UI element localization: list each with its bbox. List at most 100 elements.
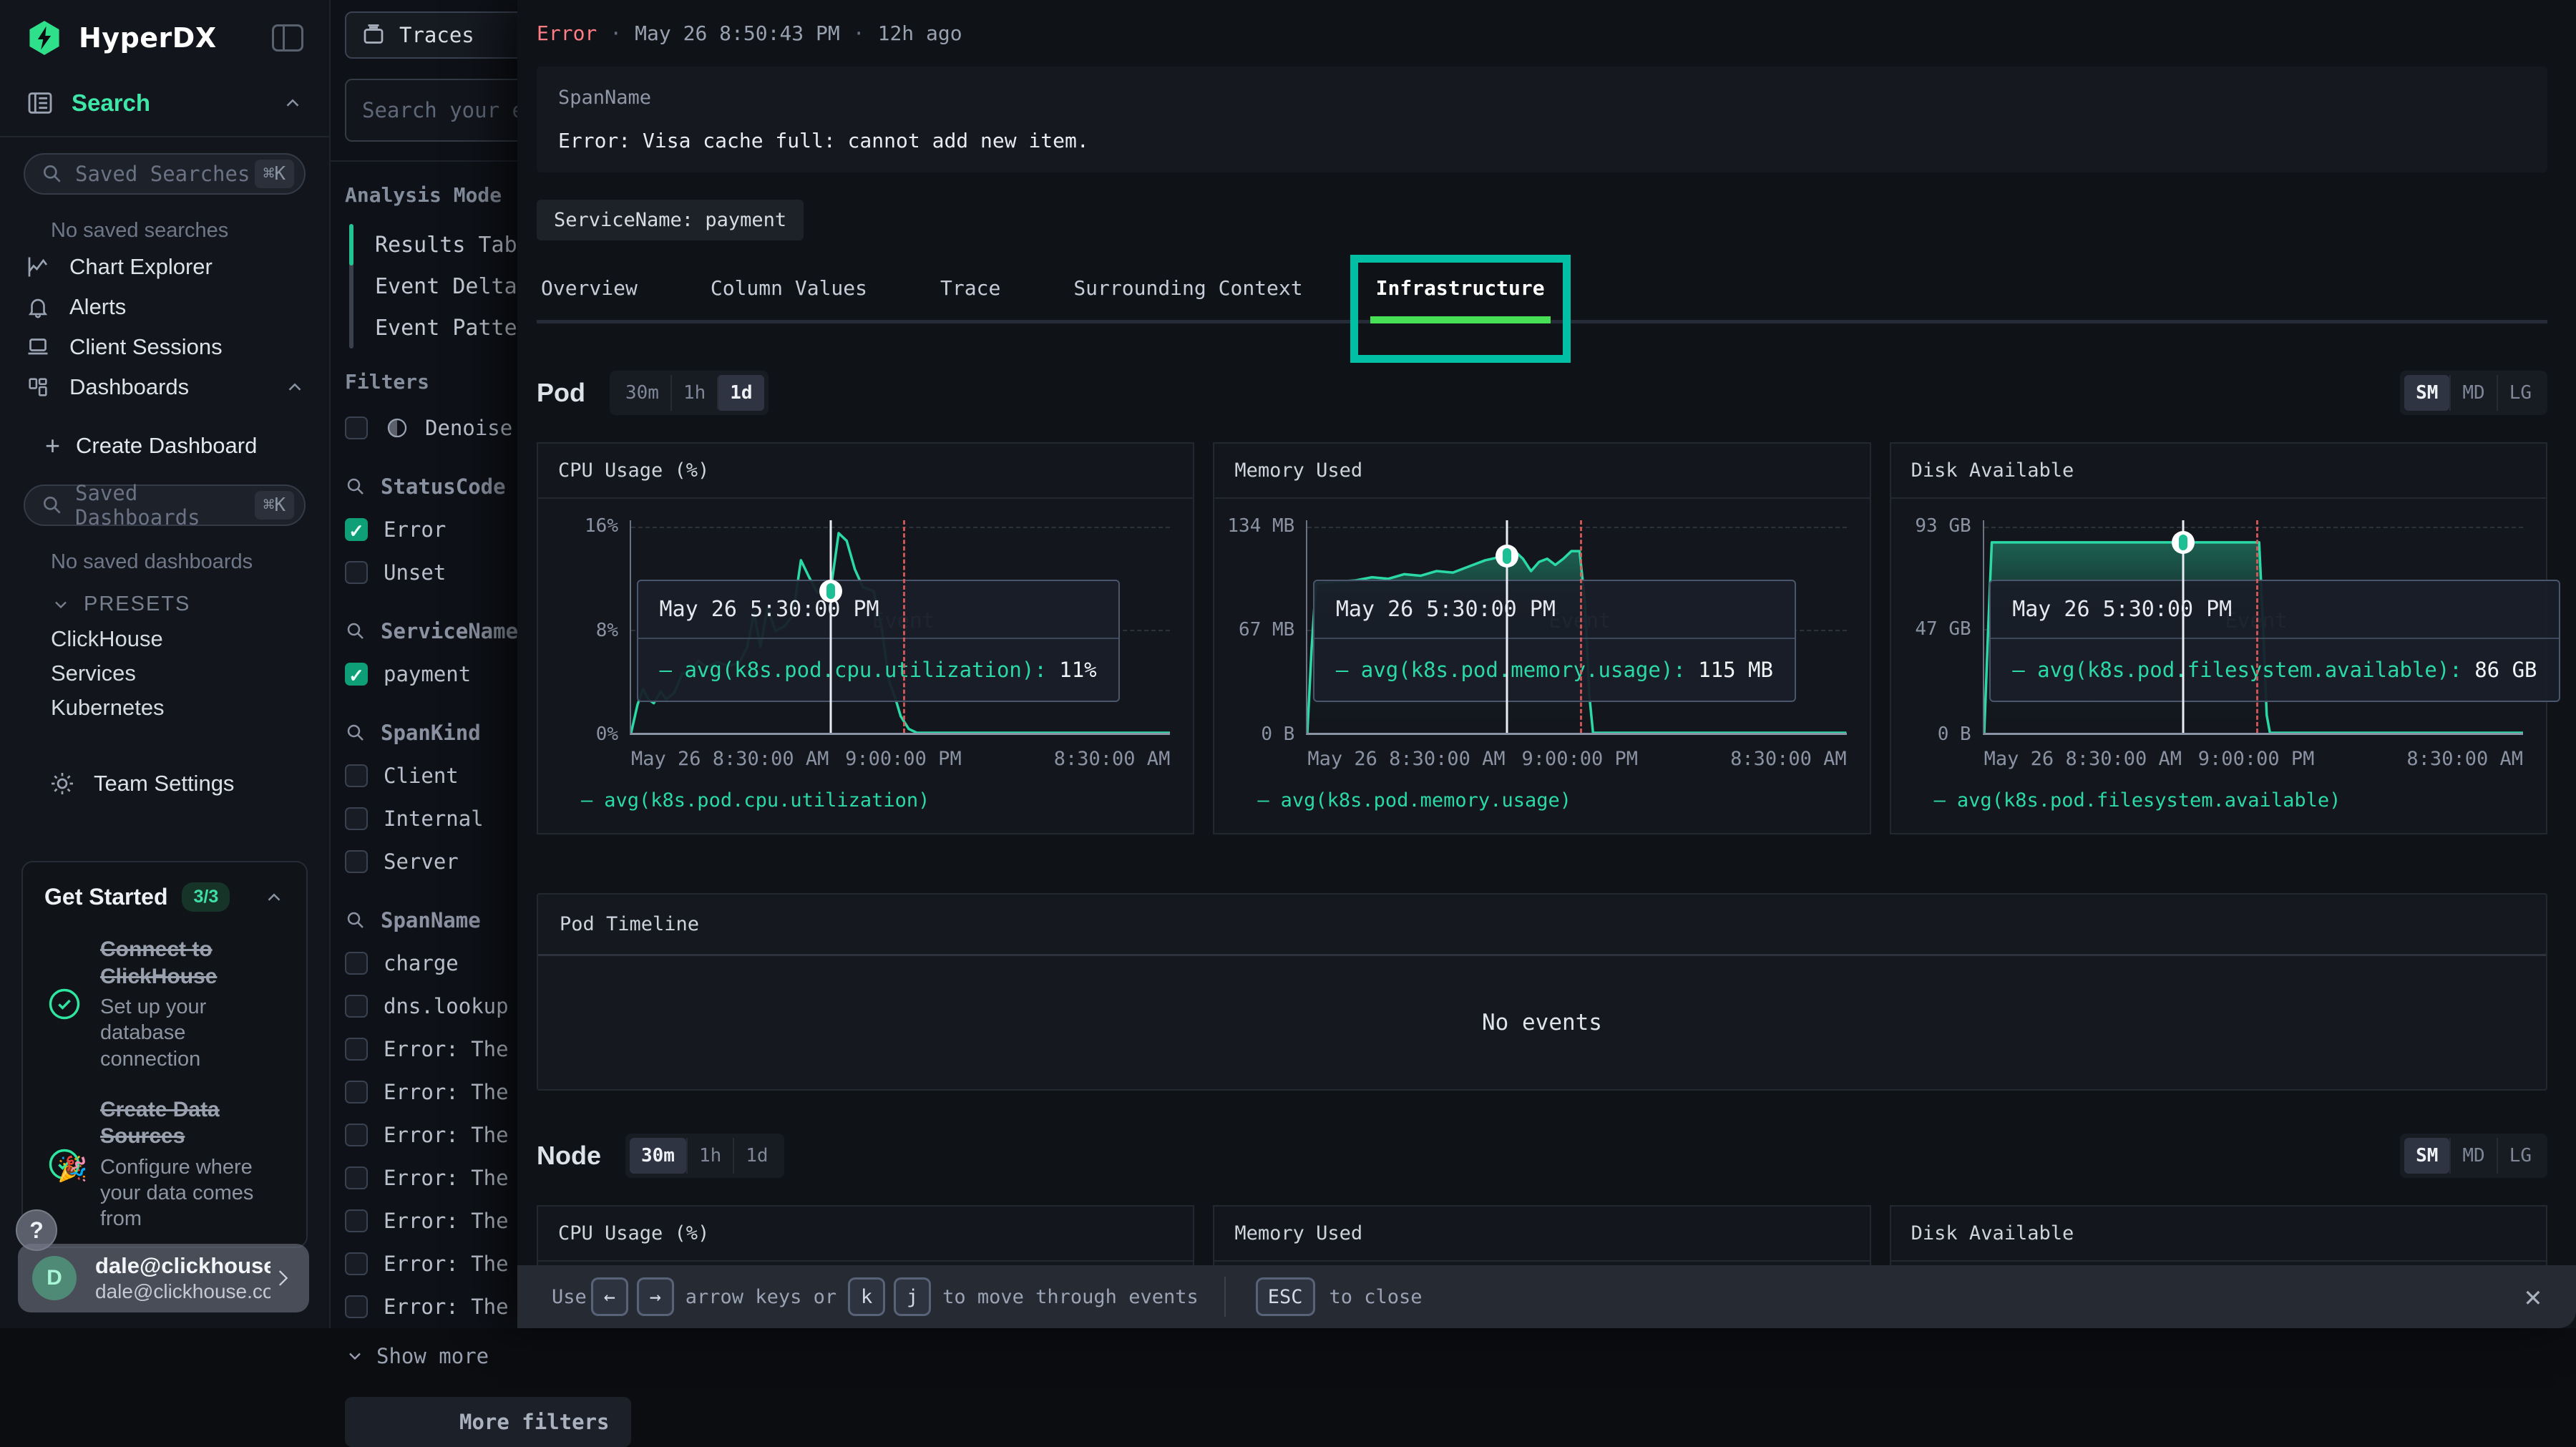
event-marker-line xyxy=(1580,520,1582,733)
service-name-chip[interactable]: ServiceName: payment xyxy=(537,200,804,240)
x-axis: May 26 8:30:00 AM9:00:00 PM8:30:00 AM xyxy=(1307,742,1846,775)
range-1d[interactable]: 1d xyxy=(717,375,763,411)
event-timestamp: May 26 8:50:43 PM xyxy=(635,21,840,45)
pod-section-title: Pod xyxy=(537,378,585,408)
active-tab-underline xyxy=(1370,316,1551,323)
sidebar-item-chart-explorer[interactable]: Chart Explorer xyxy=(24,247,306,287)
checkbox[interactable] xyxy=(345,1209,368,1232)
preset-services[interactable]: Services xyxy=(51,656,306,691)
tab-surrounding-context[interactable]: Surrounding Context xyxy=(1070,262,1305,320)
get-started-card: Get Started 3/3 Connect to ClickHouse Se… xyxy=(21,861,308,1248)
crosshair-line xyxy=(829,520,831,733)
hover-point-marker xyxy=(819,580,842,603)
profile-menu[interactable]: D dale@clickhouse.com dale@clickhouse.co… xyxy=(18,1244,309,1312)
range-1h[interactable]: 1h xyxy=(686,1138,733,1174)
chevron-up-icon[interactable] xyxy=(263,887,285,908)
pod-charts-row: CPU Usage (%) 16%8%0% May 26 5:30:00 PM … xyxy=(537,442,2547,834)
chart-title: Disk Available xyxy=(1891,1207,2546,1262)
size-md[interactable]: MD xyxy=(2449,1138,2496,1174)
chart-legend: —avg(k8s.pod.cpu.utilization) xyxy=(538,775,1193,833)
chart-tooltip: May 26 5:30:00 PM — avg(k8s.pod.cpu.util… xyxy=(637,580,1120,702)
saved-dashboards-input[interactable]: Saved Dashboards ⌘K xyxy=(24,484,306,526)
checkbox[interactable] xyxy=(345,1252,368,1275)
sidebar-item-alerts[interactable]: Alerts xyxy=(24,287,306,327)
node-section-header: Node 30m 1h 1d SM MD LG xyxy=(537,1134,2547,1178)
hover-point-marker xyxy=(2172,531,2195,554)
search-icon[interactable] xyxy=(345,722,366,744)
show-more-button[interactable]: Show more xyxy=(345,1344,644,1368)
denoise-icon xyxy=(385,416,409,440)
app-header: HyperDX xyxy=(0,0,329,76)
checkbox-checked[interactable] xyxy=(345,663,368,686)
range-30m[interactable]: 30m xyxy=(630,1138,686,1174)
checkbox[interactable] xyxy=(345,1038,368,1061)
search-section-icon xyxy=(26,89,54,117)
tab-infrastructure[interactable]: Infrastructure xyxy=(1373,262,1548,320)
sidebar-item-label: Alerts xyxy=(69,294,306,320)
span-name-label: SpanName xyxy=(558,87,2526,109)
checkbox[interactable] xyxy=(345,850,368,873)
checkbox[interactable] xyxy=(345,1295,368,1318)
checkbox[interactable] xyxy=(345,764,368,787)
saved-searches-input[interactable]: Saved Searches ⌘K xyxy=(24,153,306,195)
checkbox[interactable] xyxy=(345,1081,368,1103)
chart-tooltip: May 26 5:30:00 PM — avg(k8s.pod.memory.u… xyxy=(1313,580,1796,702)
range-1h[interactable]: 1h xyxy=(670,375,717,411)
get-started-title: Get Started xyxy=(44,884,167,910)
task-title: Connect to ClickHouse xyxy=(100,936,285,990)
pod-memory-plot[interactable]: May 26 5:30:00 PM — avg(k8s.pod.memory.u… xyxy=(1306,520,1846,735)
checkbox[interactable] xyxy=(345,995,368,1018)
sidebar-item-search[interactable]: Search xyxy=(0,80,329,126)
presets-toggle[interactable]: PRESETS xyxy=(51,593,306,616)
preset-kubernetes[interactable]: Kubernetes xyxy=(51,691,306,725)
checkbox[interactable] xyxy=(345,1124,368,1146)
sidebar-item-dashboards[interactable]: Dashboards xyxy=(24,367,306,407)
size-lg[interactable]: LG xyxy=(2497,375,2543,411)
j-key: j xyxy=(894,1277,931,1316)
task-connect-clickhouse[interactable]: Connect to ClickHouse Set up your databa… xyxy=(44,936,285,1072)
tab-column-values[interactable]: Column Values xyxy=(708,262,870,320)
search-icon xyxy=(41,162,64,185)
size-sm[interactable]: SM xyxy=(2404,1138,2449,1174)
checkbox[interactable] xyxy=(345,807,368,830)
get-started-progress-badge: 3/3 xyxy=(182,882,230,912)
saved-dashboards-placeholder: Saved Dashboards xyxy=(75,481,255,530)
checkbox[interactable] xyxy=(345,416,368,439)
size-md[interactable]: MD xyxy=(2449,375,2496,411)
arrow-right-key: → xyxy=(637,1277,674,1316)
pod-cpu-plot[interactable]: May 26 5:30:00 PM — avg(k8s.pod.cpu.util… xyxy=(630,520,1170,735)
size-sm[interactable]: SM xyxy=(2404,375,2449,411)
search-icon[interactable] xyxy=(345,476,366,497)
app-title: HyperDX xyxy=(79,22,272,54)
chevron-right-icon xyxy=(270,1266,295,1290)
sidebar-item-client-sessions[interactable]: Client Sessions xyxy=(24,327,306,367)
close-icon[interactable]: ✕ xyxy=(2524,1282,2542,1311)
pod-disk-plot[interactable]: May 26 5:30:00 PM — avg(k8s.pod.filesyst… xyxy=(1983,520,2523,735)
analysis-mode-track xyxy=(349,224,353,349)
chart-title: Memory Used xyxy=(1214,444,1869,499)
sidebar-item-team-settings[interactable]: Team Settings xyxy=(49,771,306,796)
preset-clickhouse[interactable]: ClickHouse xyxy=(51,622,306,656)
checkbox-checked[interactable] xyxy=(345,518,368,541)
avatar: D xyxy=(32,1256,77,1300)
x-axis: May 26 8:30:00 AM9:00:00 PM8:30:00 AM xyxy=(631,742,1170,775)
tab-overview[interactable]: Overview xyxy=(538,262,640,320)
checkbox[interactable] xyxy=(345,952,368,975)
tab-trace[interactable]: Trace xyxy=(937,262,1003,320)
y-axis: 134 MB67 MB0 B xyxy=(1214,520,1306,735)
event-detail-panel: Error · May 26 8:50:43 PM · 12h ago Span… xyxy=(517,0,2576,1328)
size-lg[interactable]: LG xyxy=(2497,1138,2543,1174)
chart-explorer-icon xyxy=(25,254,51,280)
range-1d[interactable]: 1d xyxy=(733,1138,779,1174)
table-source-icon xyxy=(361,22,386,48)
range-30m[interactable]: 30m xyxy=(614,375,670,411)
checkbox[interactable] xyxy=(345,561,368,584)
more-filters-button[interactable]: More filters xyxy=(345,1397,631,1447)
create-dashboard-button[interactable]: + Create Dashboard xyxy=(45,426,306,466)
sidebar-collapse-icon[interactable] xyxy=(272,24,303,52)
checkbox[interactable] xyxy=(345,1166,368,1189)
y-axis: 93 GB47 GB0 B xyxy=(1891,520,1983,735)
no-saved-searches-text: No saved searches xyxy=(51,219,306,243)
search-icon[interactable] xyxy=(345,910,366,931)
search-icon[interactable] xyxy=(345,620,366,642)
